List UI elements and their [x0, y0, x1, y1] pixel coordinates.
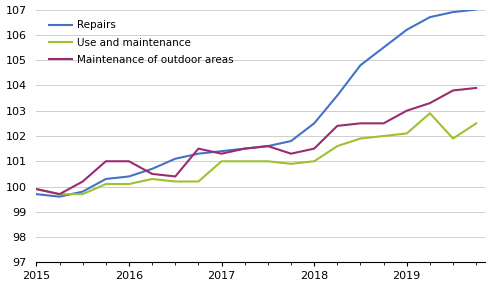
Use and maintenance: [149, 177, 155, 181]
Repairs: [450, 10, 456, 14]
Maintenance of outdoor areas: [80, 180, 85, 183]
Repairs: [126, 175, 132, 178]
Repairs: [311, 122, 317, 125]
Maintenance of outdoor areas: [311, 147, 317, 150]
Use and maintenance: [265, 160, 271, 163]
Maintenance of outdoor areas: [473, 86, 479, 90]
Use and maintenance: [33, 187, 39, 191]
Maintenance of outdoor areas: [357, 122, 363, 125]
Repairs: [195, 152, 201, 155]
Maintenance of outdoor areas: [195, 147, 201, 150]
Use and maintenance: [103, 182, 109, 186]
Line: Use and maintenance: Use and maintenance: [36, 113, 476, 194]
Repairs: [288, 139, 294, 143]
Maintenance of outdoor areas: [218, 152, 224, 155]
Maintenance of outdoor areas: [242, 147, 247, 150]
Use and maintenance: [357, 137, 363, 140]
Maintenance of outdoor areas: [404, 109, 409, 113]
Repairs: [427, 15, 433, 19]
Line: Maintenance of outdoor areas: Maintenance of outdoor areas: [36, 88, 476, 194]
Repairs: [357, 63, 363, 67]
Use and maintenance: [334, 144, 340, 148]
Legend: Repairs, Use and maintenance, Maintenance of outdoor areas: Repairs, Use and maintenance, Maintenanc…: [46, 17, 237, 68]
Use and maintenance: [473, 122, 479, 125]
Repairs: [80, 190, 85, 193]
Use and maintenance: [126, 182, 132, 186]
Maintenance of outdoor areas: [334, 124, 340, 128]
Repairs: [334, 94, 340, 97]
Repairs: [242, 147, 247, 150]
Maintenance of outdoor areas: [427, 101, 433, 105]
Maintenance of outdoor areas: [103, 160, 109, 163]
Maintenance of outdoor areas: [33, 187, 39, 191]
Use and maintenance: [404, 132, 409, 135]
Repairs: [265, 144, 271, 148]
Maintenance of outdoor areas: [172, 175, 178, 178]
Repairs: [33, 192, 39, 196]
Use and maintenance: [311, 160, 317, 163]
Repairs: [149, 167, 155, 170]
Maintenance of outdoor areas: [288, 152, 294, 155]
Use and maintenance: [172, 180, 178, 183]
Use and maintenance: [80, 192, 85, 196]
Maintenance of outdoor areas: [149, 172, 155, 176]
Maintenance of outdoor areas: [450, 89, 456, 92]
Line: Repairs: Repairs: [36, 9, 476, 197]
Maintenance of outdoor areas: [265, 144, 271, 148]
Repairs: [103, 177, 109, 181]
Use and maintenance: [218, 160, 224, 163]
Repairs: [172, 157, 178, 160]
Use and maintenance: [288, 162, 294, 166]
Use and maintenance: [242, 160, 247, 163]
Repairs: [381, 46, 386, 49]
Use and maintenance: [381, 134, 386, 138]
Maintenance of outdoor areas: [56, 192, 62, 196]
Repairs: [56, 195, 62, 198]
Use and maintenance: [195, 180, 201, 183]
Use and maintenance: [56, 192, 62, 196]
Use and maintenance: [427, 112, 433, 115]
Repairs: [404, 28, 409, 32]
Repairs: [218, 150, 224, 153]
Repairs: [473, 8, 479, 11]
Use and maintenance: [450, 137, 456, 140]
Maintenance of outdoor areas: [381, 122, 386, 125]
Maintenance of outdoor areas: [126, 160, 132, 163]
